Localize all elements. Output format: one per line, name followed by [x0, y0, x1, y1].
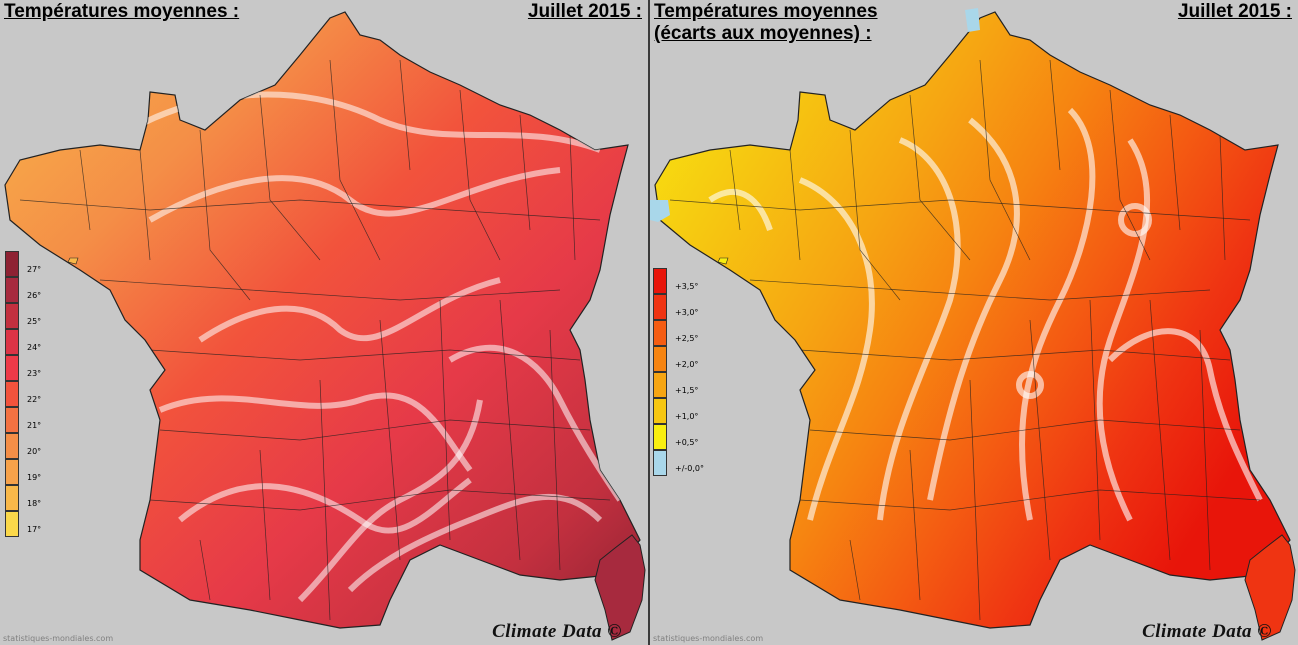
- corsica-shape: [594, 534, 646, 641]
- legend-swatch: [653, 320, 667, 346]
- climate-data-credit: Climate Data ©: [492, 621, 622, 642]
- anomaly-legend: +3,5° +3,0° +2,5° +2,0° +1,5° +1,0° +0,5° +/-0,…: [653, 268, 713, 476]
- legend-label: +2,0°: [675, 360, 699, 369]
- legend-swatch: [653, 268, 667, 294]
- legend-swatch: [653, 424, 667, 450]
- island-shape: [67, 257, 79, 265]
- legend-label: +0,5°: [675, 438, 699, 447]
- left-map-panel: Températures moyennes : Juillet 2015 : 2…: [0, 0, 648, 645]
- map-date: Juillet 2015 :: [1177, 1, 1292, 22]
- right-map-panel: Températures moyennes (écarts aux moyenn…: [650, 0, 1298, 645]
- legend-swatch: [5, 303, 19, 329]
- department-borders: [669, 59, 1261, 621]
- legend-swatch: [5, 459, 19, 485]
- legend-label: 20°: [27, 447, 42, 456]
- legend-label: +1,0°: [675, 412, 699, 421]
- legend-swatch: [5, 329, 19, 355]
- legend-swatch: [5, 251, 19, 277]
- source-watermark: statistiques-mondiales.com: [653, 634, 764, 643]
- legend-swatch: [5, 407, 19, 433]
- legend-label: +3,5°: [675, 282, 699, 291]
- legend-label: 21°: [27, 421, 42, 430]
- legend-swatch: [653, 294, 667, 320]
- legend-label: 19°: [27, 473, 42, 482]
- map-title-line-1: Températures moyennes: [654, 1, 878, 22]
- corsica-shape: [1244, 534, 1296, 641]
- department-borders: [19, 59, 611, 621]
- climate-data-credit: Climate Data ©: [1142, 621, 1272, 642]
- map-title: Températures moyennes :: [4, 1, 240, 22]
- legend-label: +3,0°: [675, 308, 699, 317]
- legend-label: 24°: [27, 343, 42, 352]
- temperature-legend: 27° 26° 25° 24° 23° 22° 21° 20° 19° 18° 17°: [5, 251, 65, 537]
- cool-zone-patch: [965, 8, 980, 32]
- legend-label: 18°: [27, 499, 42, 508]
- panel-divider: [648, 0, 650, 645]
- legend-swatch: [653, 398, 667, 424]
- legend-label: +1,5°: [675, 386, 699, 395]
- anomaly-isolines: [708, 107, 1263, 522]
- legend-swatch: [653, 450, 667, 476]
- france-anomaly-map: [650, 8, 1296, 641]
- legend-swatch: [5, 433, 19, 459]
- france-mainland-shape: [654, 11, 1291, 629]
- legend-label: 25°: [27, 317, 42, 326]
- legend-label: +/-0,0°: [675, 464, 705, 473]
- legend-label: 26°: [27, 291, 42, 300]
- island-shape: [717, 257, 729, 265]
- legend-label: 27°: [27, 265, 42, 274]
- legend-label: 22°: [27, 395, 42, 404]
- france-temperature-map: [4, 11, 646, 641]
- legend-swatch: [5, 277, 19, 303]
- legend-swatch: [5, 381, 19, 407]
- legend-label: 23°: [27, 369, 42, 378]
- source-watermark: statistiques-mondiales.com: [3, 634, 114, 643]
- map-title: Températures moyennes (écarts aux moyenn…: [654, 1, 878, 45]
- legend-swatch: [653, 372, 667, 398]
- legend-swatch: [653, 346, 667, 372]
- legend-swatch: [5, 485, 19, 511]
- legend-swatch: [5, 511, 19, 537]
- map-title-line-2: (écarts aux moyennes) :: [654, 23, 872, 44]
- legend-label: 17°: [27, 525, 42, 534]
- map-date: Juillet 2015 :: [527, 1, 642, 22]
- legend-label: +2,5°: [675, 334, 699, 343]
- legend-swatch: [5, 355, 19, 381]
- cool-zone-patch: [650, 200, 670, 222]
